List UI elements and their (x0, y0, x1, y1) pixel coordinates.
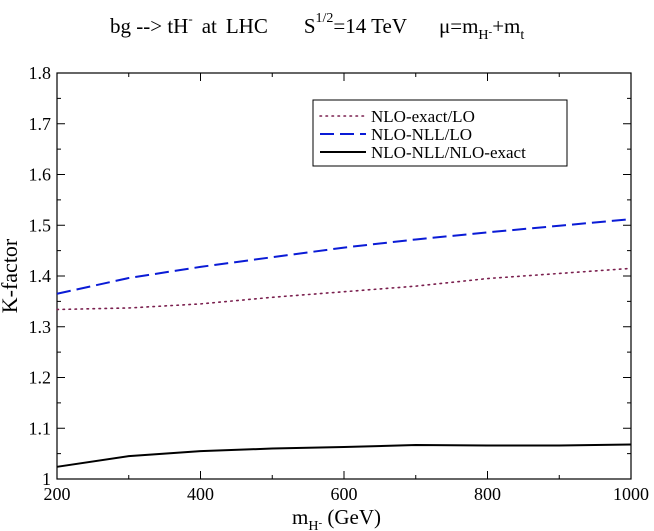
series-layer (56, 218, 632, 468)
y-tick-label: 1.6 (29, 165, 52, 185)
series-line-nlo-nll-nlo-exact (56, 443, 632, 468)
y-axis-label: K-factor (0, 238, 22, 313)
y-tick-label: 1.1 (29, 418, 52, 438)
y-tick-label: 1.8 (29, 63, 52, 83)
x-tick-label: 400 (187, 484, 214, 504)
chart-title: bg --> tH-at LHC S1/2=14 TeV μ=mH-+mt (110, 11, 524, 43)
legend-label-nlo-exact-lo: NLO-exact/LO (371, 107, 475, 126)
series-line-nlo-nll-lo (56, 218, 632, 295)
y-tick-label: 1.4 (29, 266, 52, 286)
y-axis: 1 1.1 1.2 1.3 1.4 1.5 1.6 1.7 1.8 (29, 63, 631, 489)
y-tick-label: 1.5 (29, 215, 52, 235)
series-line-nlo-exact-lo (56, 267, 632, 311)
x-axis: 200 400 600 800 1000 (44, 73, 649, 504)
y-tick-label: 1.7 (29, 114, 52, 134)
x-tick-label: 1000 (613, 484, 649, 504)
legend-box (312, 99, 568, 167)
y-tick-label: 1.2 (29, 368, 52, 388)
y-tick-label: 1.3 (29, 317, 52, 337)
legend-label-nlo-nll-lo: NLO-NLL/LO (371, 125, 472, 144)
legend: NLO-exact/LO NLO-NLL/LO NLO-NLL/NLO-exac… (312, 99, 568, 167)
x-tick-label: 600 (331, 484, 358, 504)
x-axis-label: mH- (GeV) (292, 505, 381, 531)
x-tick-label: 200 (44, 484, 71, 504)
y-tick-label: 1 (42, 469, 51, 489)
x-tick-label: 800 (474, 484, 501, 504)
legend-label-nlo-nll-nlo-exact: NLO-NLL/NLO-exact (371, 143, 526, 162)
